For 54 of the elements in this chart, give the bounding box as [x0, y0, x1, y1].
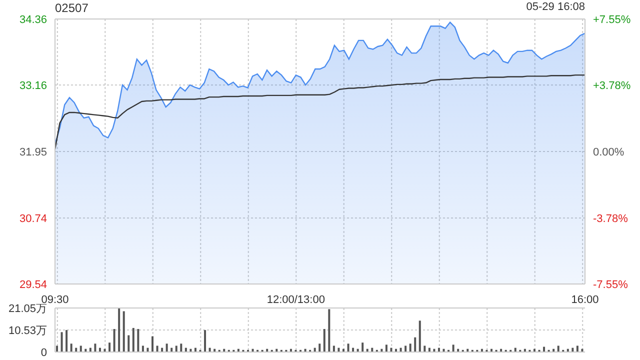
bar: [318, 344, 321, 352]
y-tick-label: 34.36: [19, 14, 47, 26]
bar: [151, 336, 154, 352]
x-tick-label: 16:00: [571, 294, 599, 306]
bar: [80, 346, 82, 352]
bar: [118, 308, 120, 352]
bar: [414, 337, 416, 352]
bar: [452, 344, 454, 352]
x-tick-label: 12:00/13:00: [266, 294, 325, 306]
y2-tick-label: 0.00%: [593, 146, 624, 158]
y-tick-label: 29.54: [19, 279, 47, 291]
line-series: [54, 74, 586, 150]
bar: [66, 330, 68, 352]
bar: [347, 344, 350, 352]
bar: [113, 329, 116, 352]
bar: [94, 344, 96, 352]
y-tick-label: 10.53万: [8, 324, 47, 337]
y-tick-label: 21.05万: [8, 303, 47, 315]
bar: [70, 344, 72, 352]
bar: [132, 328, 134, 352]
bar: [128, 335, 130, 352]
bar: [137, 329, 140, 352]
bar: [557, 346, 560, 352]
bar: [180, 344, 182, 352]
bar: [56, 346, 58, 352]
bar: [156, 346, 158, 352]
bar: [385, 344, 388, 352]
bar: [142, 346, 144, 352]
y-tick-label: 30.74: [19, 213, 47, 226]
x-tick-label: 09:30: [41, 294, 69, 306]
bar: [175, 346, 178, 352]
y2-tick-label: +7.55%: [593, 14, 631, 26]
bar: [122, 311, 125, 352]
y2-tick-label: -7.55%: [593, 279, 628, 291]
bar: [166, 344, 168, 352]
bar: [576, 346, 578, 352]
bar: [108, 342, 111, 352]
y-tick-label: 33.16: [19, 80, 47, 92]
bar: [328, 309, 330, 352]
bar: [60, 332, 63, 352]
bar: [409, 344, 412, 352]
bar: [204, 330, 206, 352]
y-tick-label: 0: [40, 347, 47, 359]
y2-tick-label: +3.78%: [593, 80, 631, 92]
bar: [332, 346, 335, 352]
y2-tick-label: -3.78%: [593, 212, 628, 225]
text: 05-29 16:08: [526, 1, 585, 13]
y-tick-label: 31.95: [19, 146, 47, 158]
chart-title: 02507: [55, 1, 88, 15]
bar: [418, 320, 421, 352]
bar: [424, 346, 426, 352]
bar: [362, 342, 364, 352]
bar: [404, 346, 407, 352]
bar: [323, 329, 326, 352]
